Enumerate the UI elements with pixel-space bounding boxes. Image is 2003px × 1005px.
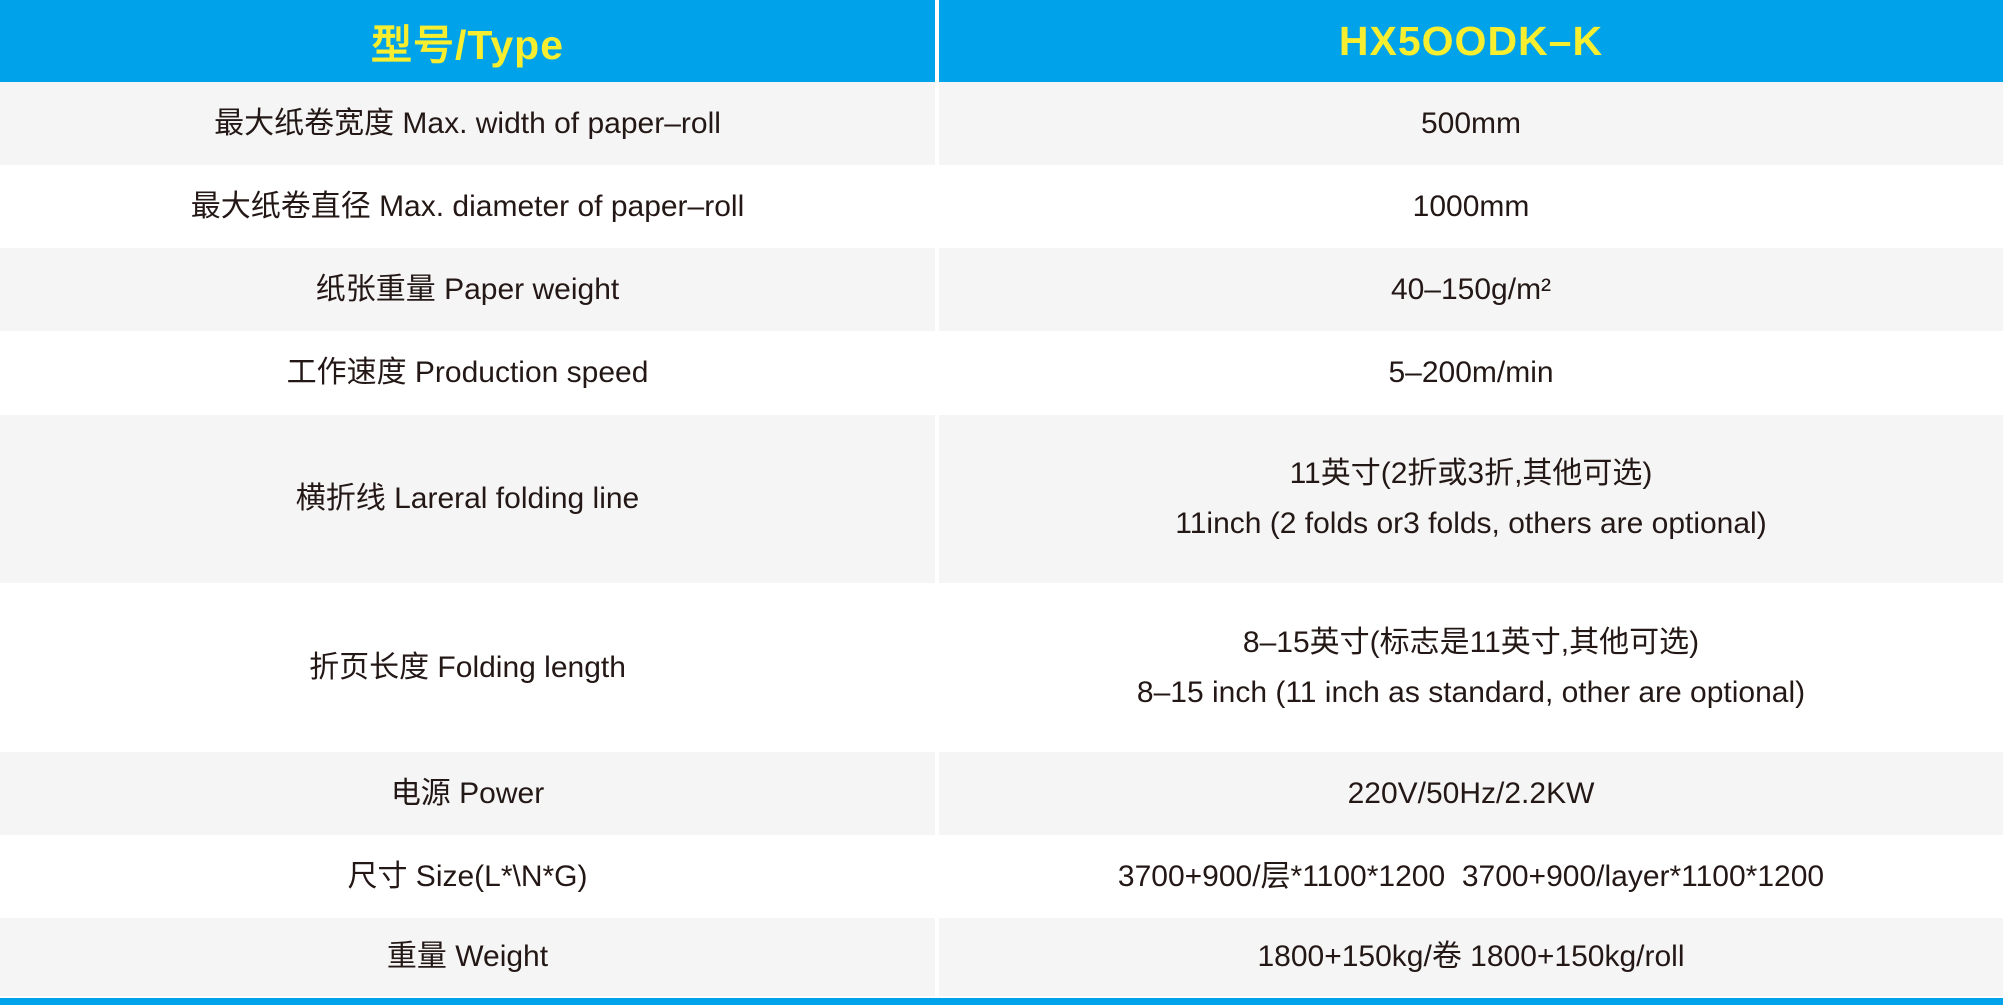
spec-label-cell: 最大纸卷直径 Max. diameter of paper–roll bbox=[0, 165, 939, 248]
spec-value: 500mm bbox=[1420, 106, 1522, 140]
spec-label: 横折线 Lareral folding line bbox=[295, 482, 640, 515]
spec-label: 最大纸卷直径 Max. diameter of paper–roll bbox=[190, 189, 745, 223]
spec-value: 220V/50Hz/2.2KW bbox=[1347, 776, 1595, 810]
spec-label-cell: 电源 Power bbox=[0, 752, 939, 835]
spec-label-cell: 尺寸 Size(L*\N*G) bbox=[0, 835, 939, 918]
model-header-label: HX5OODK–K bbox=[1338, 17, 1604, 64]
header-row: 型号/Type HX5OODK–K bbox=[0, 0, 2003, 82]
spec-value-cell: 11英寸(2折或3折,其他可选) 11inch (2 folds or3 fol… bbox=[939, 415, 2003, 583]
spec-row-folding-length: 折页长度 Folding length 8–15英寸(标志是11英寸,其他可选)… bbox=[0, 583, 2003, 752]
spec-value: 1000mm bbox=[1412, 189, 1530, 223]
spec-label-cell: 横折线 Lareral folding line bbox=[0, 415, 939, 583]
spec-label: 电源 Power bbox=[390, 776, 545, 810]
spec-label: 最大纸卷宽度 Max. width of paper–roll bbox=[214, 106, 721, 140]
spec-value-cell: 40–150g/m² bbox=[939, 248, 2003, 331]
spec-value: 5–200m/min bbox=[1388, 356, 1554, 389]
spec-label-cell: 折页长度 Folding length bbox=[0, 583, 939, 752]
spec-label: 折页长度 Folding length bbox=[309, 650, 626, 684]
spec-value-line-cn: 8–15英寸(标志是11英寸,其他可选) bbox=[1242, 625, 1700, 659]
spec-value-cell: 1800+150kg/卷 1800+150kg/roll bbox=[939, 918, 2003, 996]
spec-row-lateral-folding-line: 横折线 Lareral folding line 11英寸(2折或3折,其他可选… bbox=[0, 415, 2003, 583]
spec-value-cell: 5–200m/min bbox=[939, 331, 2003, 415]
bottom-accent-bar bbox=[0, 996, 2003, 1005]
spec-label-cell: 最大纸卷宽度 Max. width of paper–roll bbox=[0, 82, 939, 165]
spec-label: 尺寸 Size(L*\N*G) bbox=[347, 859, 588, 893]
header-cell-model: HX5OODK–K bbox=[939, 0, 2003, 82]
spec-row-production-speed: 工作速度 Production speed 5–200m/min bbox=[0, 331, 2003, 415]
spec-value: 3700+900/层*1100*1200 3700+900/layer*1100… bbox=[1117, 859, 1825, 893]
spec-row-size: 尺寸 Size(L*\N*G) 3700+900/层*1100*1200 370… bbox=[0, 835, 2003, 918]
spec-row-max-width: 最大纸卷宽度 Max. width of paper–roll 500mm bbox=[0, 82, 2003, 165]
spec-value: 40–150g/m² bbox=[1390, 272, 1552, 306]
spec-label-cell: 纸张重量 Paper weight bbox=[0, 248, 939, 331]
spec-value: 1800+150kg/卷 1800+150kg/roll bbox=[1257, 940, 1685, 973]
spec-row-weight: 重量 Weight 1800+150kg/卷 1800+150kg/roll bbox=[0, 918, 2003, 996]
type-header-label: 型号/Type bbox=[370, 22, 565, 68]
header-cell-type: 型号/Type bbox=[0, 0, 939, 82]
spec-value-line-en: 11inch (2 folds or3 folds, others are op… bbox=[1175, 507, 1767, 540]
spec-value-cell: 500mm bbox=[939, 82, 2003, 165]
spec-value-cell: 8–15英寸(标志是11英寸,其他可选) 8–15 inch (11 inch … bbox=[939, 583, 2003, 752]
spec-value-cell: 3700+900/层*1100*1200 3700+900/layer*1100… bbox=[939, 835, 2003, 918]
spec-label: 工作速度 Production speed bbox=[286, 356, 649, 389]
spec-row-max-diameter: 最大纸卷直径 Max. diameter of paper–roll 1000m… bbox=[0, 165, 2003, 248]
spec-label-cell: 工作速度 Production speed bbox=[0, 331, 939, 415]
spec-label: 重量 Weight bbox=[386, 940, 549, 973]
spec-value-cell: 220V/50Hz/2.2KW bbox=[939, 752, 2003, 835]
spec-value-cell: 1000mm bbox=[939, 165, 2003, 248]
spec-label-cell: 重量 Weight bbox=[0, 918, 939, 996]
spec-value-line-en: 8–15 inch (11 inch as standard, other ar… bbox=[1136, 675, 1806, 709]
spec-row-paper-weight: 纸张重量 Paper weight 40–150g/m² bbox=[0, 248, 2003, 331]
spec-value-line-cn: 11英寸(2折或3折,其他可选) bbox=[1289, 457, 1653, 490]
spec-label: 纸张重量 Paper weight bbox=[315, 272, 620, 306]
spec-row-power: 电源 Power 220V/50Hz/2.2KW bbox=[0, 752, 2003, 835]
